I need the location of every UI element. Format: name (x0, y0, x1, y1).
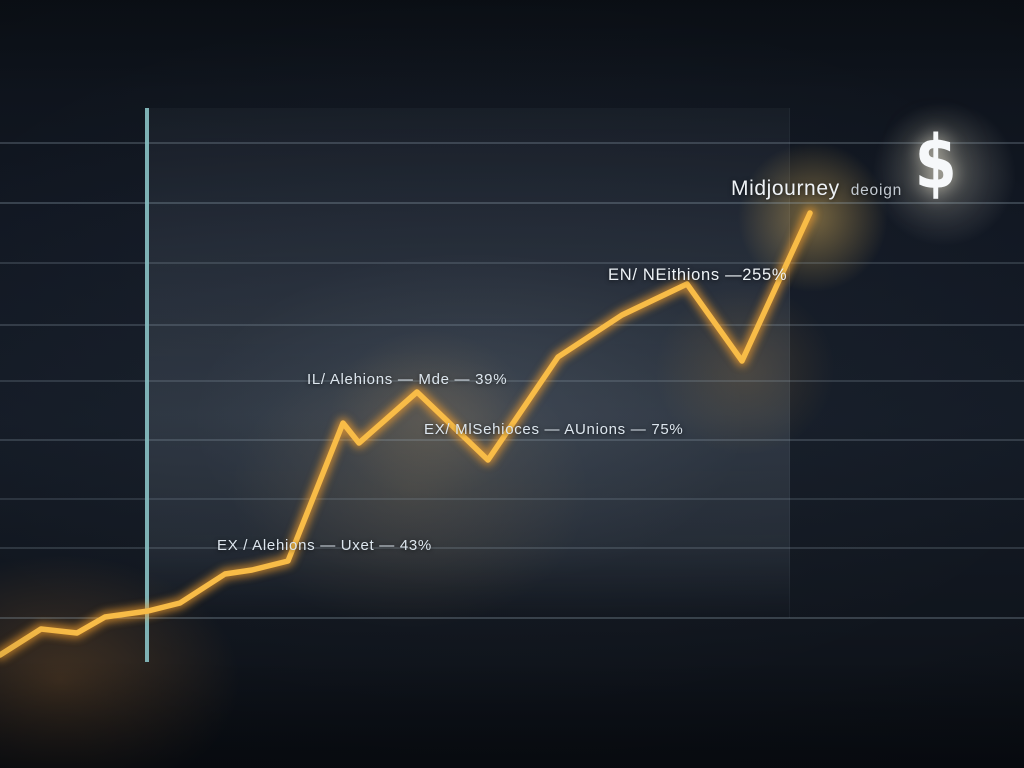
annotation-pair-4: EX / Alehions — Uxet — 43% (217, 537, 432, 554)
dollar-sign: $ (914, 120, 957, 206)
brand-suffix: deoign (850, 182, 903, 199)
annotation-pair-3: EX/ MlSehioces — AUnions — 75% (424, 421, 684, 438)
brand-title: Midjourney (731, 177, 840, 200)
gridlines-group (0, 142, 1024, 619)
title-block: Midjourney deoign (731, 177, 902, 201)
annotation-pair-1: EN/ NEithions —255% (608, 266, 788, 284)
annotation-pair-2: IL/ Alehions — Mde — 39% (307, 371, 508, 388)
